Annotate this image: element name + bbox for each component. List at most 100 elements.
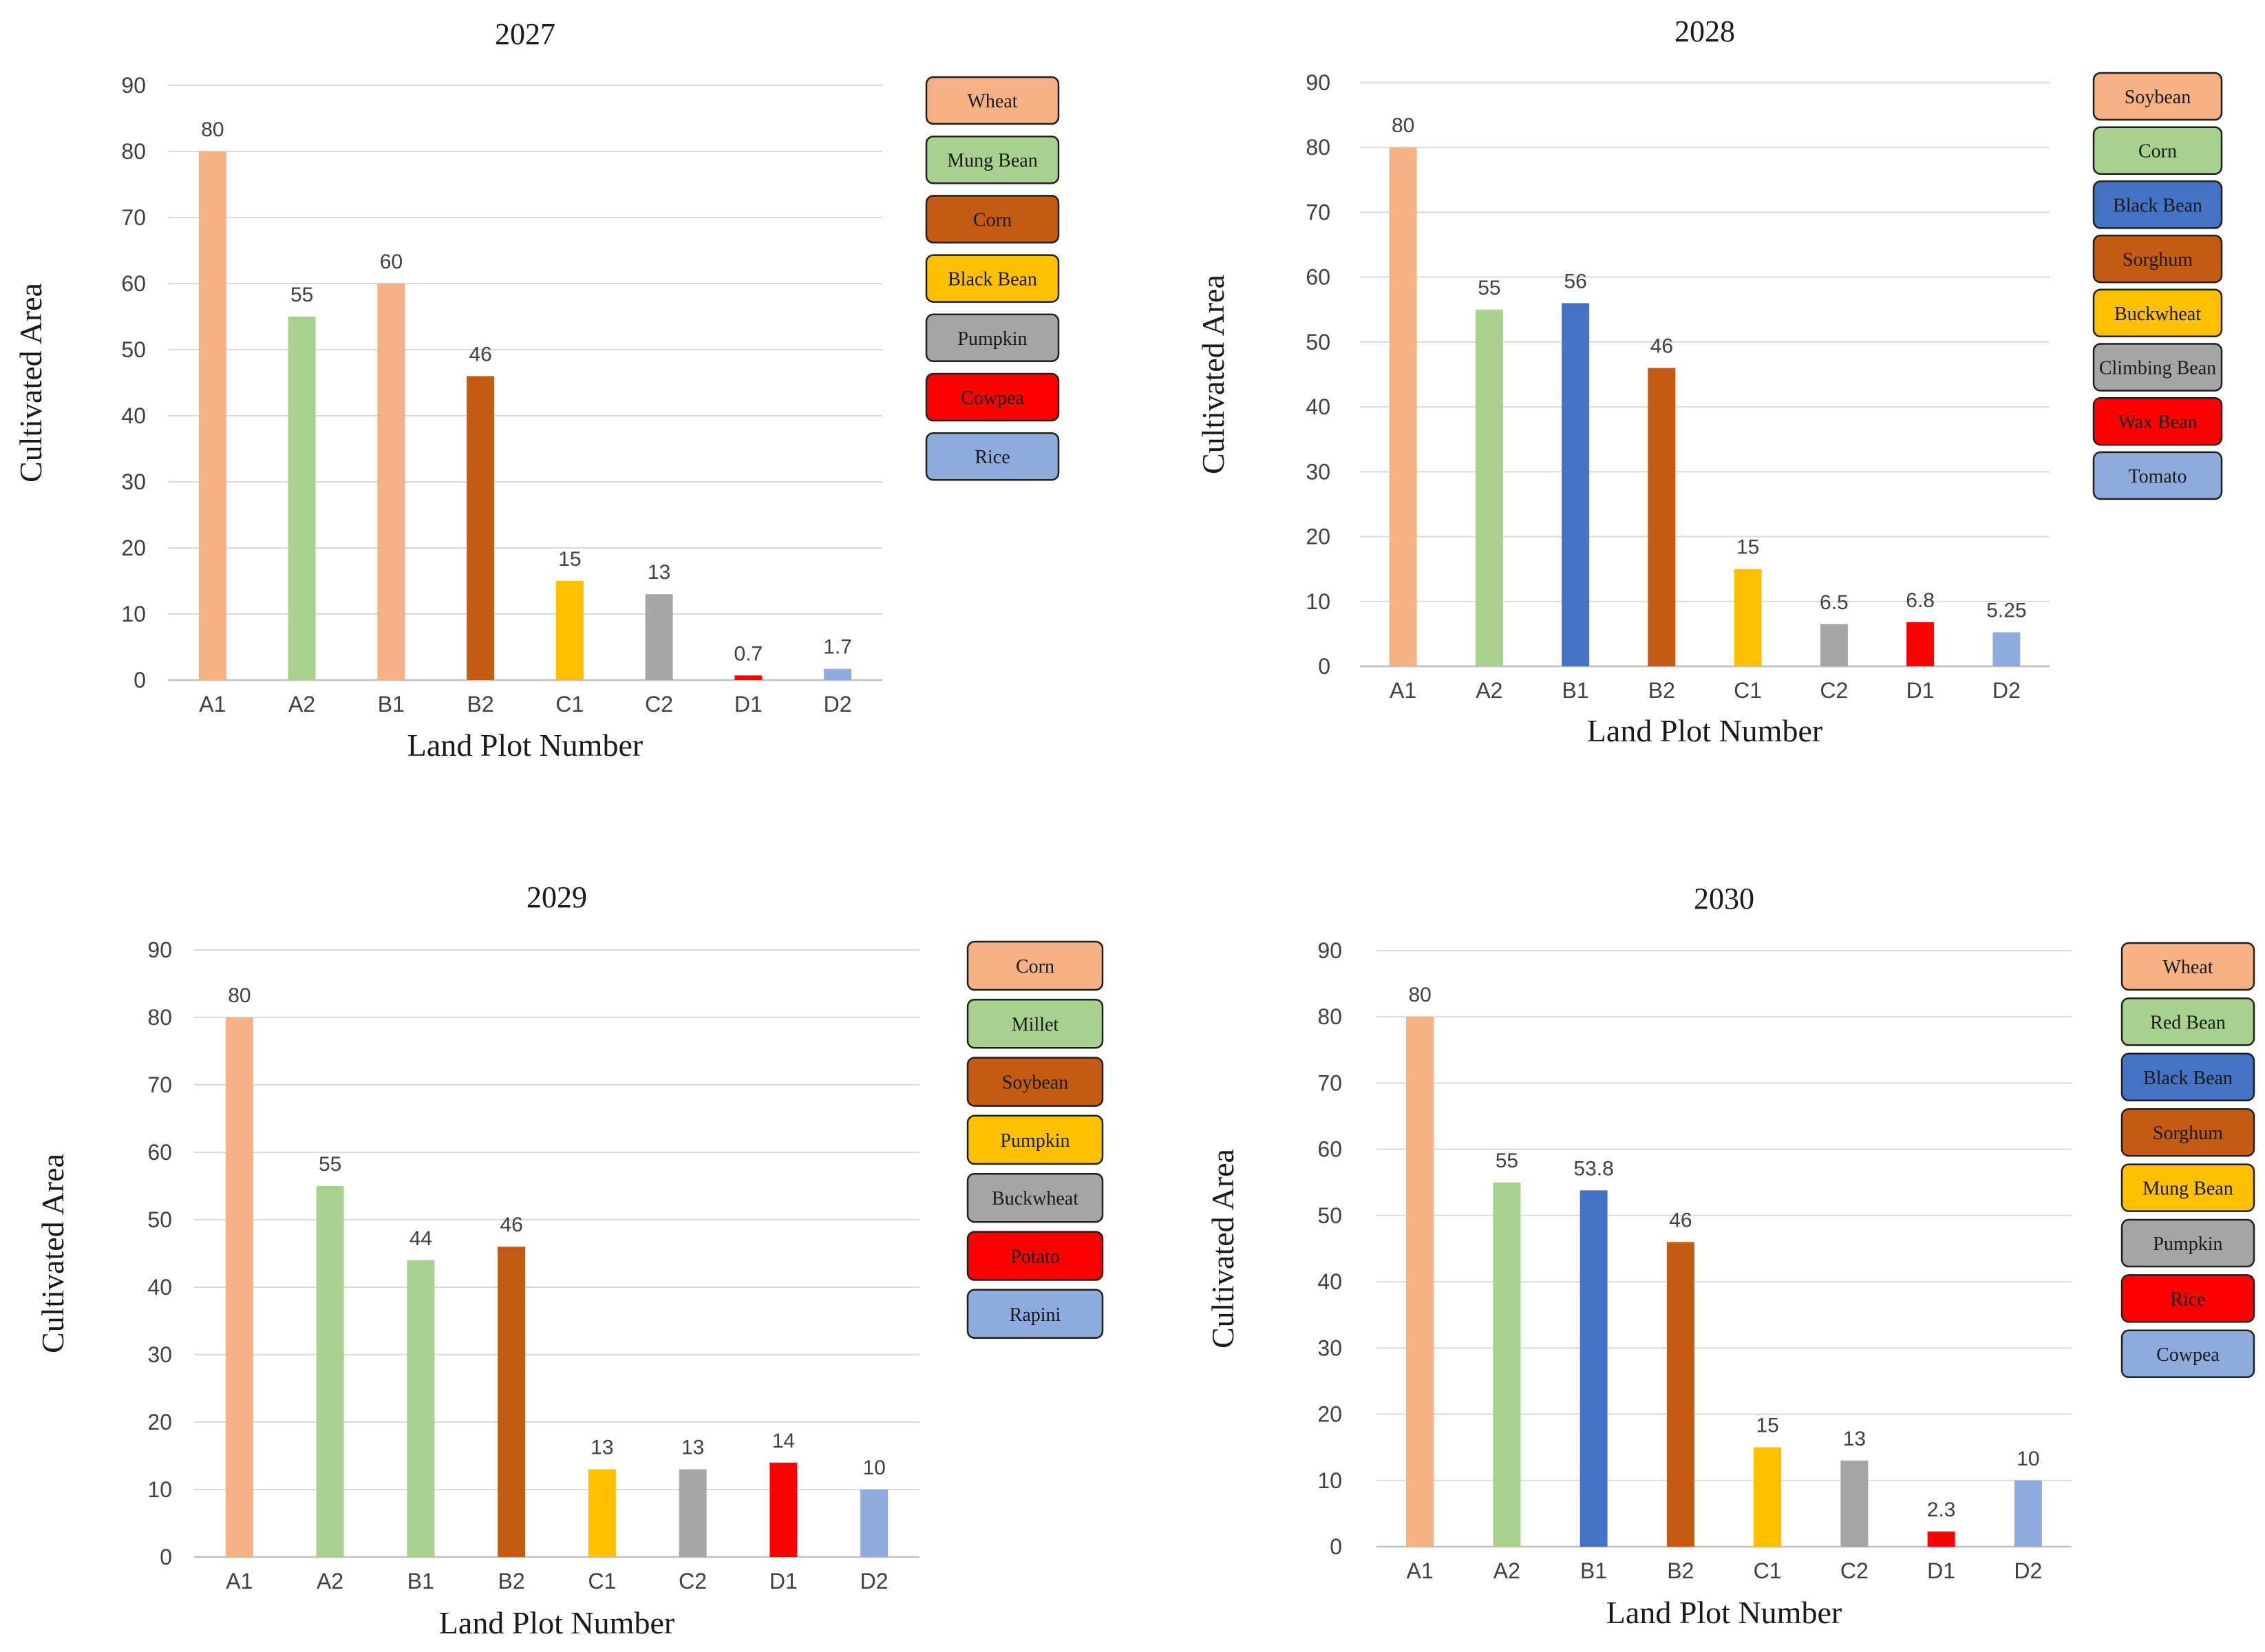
- legend-swatch: [966, 1057, 1104, 1107]
- legend-label: Rapini: [1010, 1304, 1061, 1326]
- x-axis-label: Land Plot Number: [1606, 1595, 1842, 1630]
- y-axis-label: Cultivated Area: [1205, 1149, 1240, 1348]
- x-tick-label: C1: [588, 1569, 616, 1593]
- chart-title: 2027: [495, 17, 555, 51]
- legend-item: Pumpkin: [2120, 1218, 2255, 1268]
- legend-item: Mung Bean: [2120, 1163, 2255, 1212]
- y-tick-label: 0: [1318, 654, 1330, 679]
- bar-C2: [645, 594, 673, 680]
- legend-label: Climbing Bean: [2099, 358, 2216, 379]
- x-tick-label: B1: [1580, 1558, 1607, 1583]
- data-label: 55: [1496, 1150, 1518, 1172]
- legend-item: Corn: [2092, 126, 2223, 175]
- y-tick-label: 60: [1317, 1137, 1342, 1162]
- y-tick-label: 90: [147, 938, 172, 962]
- x-tick-label: A2: [1493, 1558, 1520, 1583]
- data-label: 0.7: [734, 642, 763, 665]
- data-label: 13: [681, 1437, 704, 1459]
- legend-label: Black Bean: [2143, 1068, 2233, 1089]
- y-tick-label: 0: [134, 668, 146, 692]
- data-label: 55: [1478, 277, 1500, 299]
- legend-item: Potato: [966, 1231, 1104, 1281]
- data-label: 10: [862, 1457, 885, 1479]
- legend-label: Cowpea: [2156, 1344, 2220, 1366]
- legend-item: Buckwheat: [966, 1172, 1104, 1223]
- y-tick-label: 80: [121, 139, 146, 164]
- data-label: 13: [1843, 1428, 1866, 1450]
- chart-svg-2030: 010203040506070809080A155A253.8B146B215C…: [1205, 882, 2255, 1630]
- legend-label: Pumpkin: [957, 328, 1027, 350]
- y-tick-label: 30: [121, 469, 146, 494]
- legend-label: Millet: [1012, 1014, 1059, 1035]
- data-label: 80: [228, 984, 251, 1007]
- legend-label: Soybean: [1002, 1072, 1068, 1094]
- y-tick-label: 70: [1317, 1070, 1342, 1095]
- x-tick-label: A2: [288, 692, 315, 717]
- legend-label: Mung Bean: [947, 150, 1037, 171]
- y-tick-label: 40: [121, 403, 146, 428]
- y-tick-label: 30: [1317, 1335, 1342, 1360]
- legend-swatch: [2120, 1218, 2255, 1268]
- data-label: 5.25: [1986, 600, 2026, 622]
- data-label: 15: [1756, 1415, 1778, 1437]
- legend-item: Wheat: [2120, 942, 2255, 991]
- legend-item: Black Bean: [2120, 1052, 2255, 1102]
- legend-item: Cowpea: [925, 372, 1060, 422]
- legend-swatch: [925, 313, 1060, 363]
- bar-B1: [407, 1260, 435, 1557]
- x-tick-label: B2: [1667, 1558, 1694, 1583]
- data-label: 55: [290, 284, 313, 306]
- x-tick-label: A2: [1476, 678, 1502, 703]
- bar-A1: [198, 151, 226, 680]
- y-tick-label: 60: [1306, 265, 1330, 290]
- bar-D1: [1906, 622, 1935, 666]
- data-label: 6.8: [1906, 589, 1935, 612]
- legend-item: Red Bean: [2120, 997, 2255, 1046]
- chart-panel-2029: 0 10 20 30 40 50 60 70 80 90 80 A1 55 A2 44 B1 46 B2 13 C1 1…: [0, 826, 1132, 1652]
- x-tick-label: D1: [1927, 1558, 1955, 1583]
- y-tick-label: 50: [1317, 1203, 1342, 1228]
- legend-item: Millet: [966, 999, 1104, 1049]
- legend-swatch: [2120, 997, 2255, 1046]
- data-label: 53.8: [1573, 1157, 1613, 1180]
- legend-item: Rice: [925, 432, 1060, 481]
- data-label: 46: [1669, 1209, 1692, 1231]
- bar-D2: [860, 1490, 889, 1557]
- legend-item: Sorghum: [2092, 234, 2223, 284]
- legend-swatch: [2120, 1329, 2255, 1379]
- legend-swatch: [966, 999, 1104, 1049]
- y-tick-label: 30: [147, 1342, 172, 1367]
- y-tick-label: 40: [147, 1275, 172, 1300]
- bar-B2: [1648, 368, 1676, 666]
- legend-swatch: [2120, 1108, 2255, 1157]
- y-tick-label: 10: [121, 602, 146, 626]
- legend-swatch: [925, 195, 1060, 244]
- y-tick-label: 50: [1306, 330, 1330, 354]
- x-tick-label: C1: [1734, 678, 1762, 703]
- bar-C2: [1840, 1460, 1869, 1547]
- bar-D1: [769, 1462, 798, 1557]
- x-tick-label: B2: [1648, 678, 1675, 703]
- x-axis-label: Land Plot Number: [407, 728, 643, 763]
- data-label: 46: [500, 1214, 522, 1236]
- legend-swatch: [2092, 234, 2223, 284]
- legend-item: Rapini: [966, 1289, 1104, 1339]
- x-axis-label: Land Plot Number: [439, 1605, 674, 1640]
- y-tick-label: 20: [121, 536, 146, 560]
- chart-svg-2029: 0 10 20 30 40 50 60 70 80 90 80 A1 55 A2 44 B1 46 B2 13 C1 1…: [35, 880, 1104, 1640]
- legend-swatch: [2120, 942, 2255, 991]
- data-label: 6.5: [1820, 591, 1849, 614]
- y-tick-label: 20: [1317, 1402, 1342, 1427]
- x-tick-label: D2: [1992, 678, 2021, 703]
- y-tick-label: 90: [1317, 938, 1342, 963]
- x-tick-label: C2: [1820, 678, 1848, 703]
- legend-label: Rice: [2170, 1289, 2205, 1310]
- data-label: 1.7: [823, 636, 852, 659]
- y-tick-label: 0: [160, 1545, 172, 1569]
- legend-label: Sorghum: [2153, 1123, 2223, 1144]
- legend-item: Rice: [2120, 1274, 2255, 1323]
- chart-panel-2027: 0 10 20 30 40 50 60 70 80 90 80 A1 55 A2 60 B1 46 B2 15 C1 1…: [0, 0, 1132, 826]
- x-tick-label: A1: [1390, 678, 1416, 703]
- legend-label: Buckwheat: [992, 1188, 1078, 1209]
- x-tick-label: C2: [1840, 1558, 1869, 1583]
